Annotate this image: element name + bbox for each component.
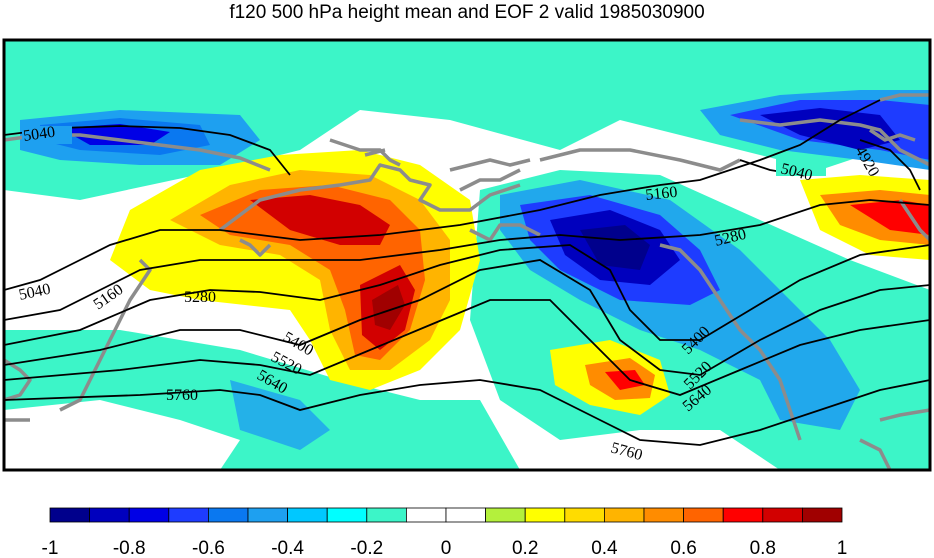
colorbar-tick-label: 0.4 <box>591 538 618 558</box>
contour-label: 5760 <box>166 387 198 404</box>
colorbar-tick-label: 0.6 <box>670 538 696 558</box>
colorbar-ticks: -1 -0.8 -0.6 -0.4 -0.2 0 0.2 0.4 0.6 0.8 1 <box>42 538 848 558</box>
colorbar-tick-label: 1 <box>837 538 848 558</box>
colorbar-swatch <box>49 507 90 523</box>
colorbar-swatch <box>247 507 288 523</box>
colorbar-swatch <box>168 507 209 523</box>
colorbar-tick-label: 0 <box>441 538 452 558</box>
colorbar-tick-label: -0.2 <box>350 538 383 558</box>
colorbar-swatch <box>89 507 130 523</box>
colorbar-swatch <box>366 507 407 523</box>
colorbar-swatch <box>207 507 249 523</box>
contour-label: 5280 <box>184 289 216 306</box>
contour-label: 5040 <box>17 281 52 304</box>
map-title: f120 500 hPa height mean and EOF 2 valid… <box>229 2 705 23</box>
colorbar-tick-label: -1 <box>42 538 59 558</box>
colorbar <box>49 507 843 523</box>
colorbar-swatch <box>128 507 170 523</box>
map-frame <box>2 38 932 472</box>
colorbar-swatch <box>524 507 566 523</box>
colorbar-swatch <box>722 507 764 523</box>
colorbar-swatch <box>643 507 684 523</box>
contour-labels: 5040 5040 5040 4920 5160 5160 5280 5280 … <box>17 124 882 464</box>
colorbar-swatch <box>326 507 368 523</box>
contour-label: 5040 <box>22 124 56 145</box>
colorbar-swatch <box>405 507 447 523</box>
colorbar-swatch <box>485 507 526 523</box>
colorbar-swatch <box>683 507 724 523</box>
colorbar-swatch <box>802 507 843 523</box>
colorbar-tick-label: 0.2 <box>512 538 538 558</box>
colorbar-swatch <box>564 507 605 523</box>
colorbar-tick-label: -0.8 <box>113 538 146 558</box>
colorbar-swatch <box>445 507 486 523</box>
coastline <box>4 93 930 470</box>
colorbar-swatch <box>287 507 328 523</box>
height-contours <box>4 99 930 446</box>
filled-field <box>4 40 930 470</box>
contour-label: 5160 <box>645 184 679 204</box>
colorbar-swatch <box>762 507 803 523</box>
colorbar-swatch <box>604 507 645 523</box>
colorbar-tick-label: -0.6 <box>192 538 225 558</box>
colorbar-tick-label: -0.4 <box>271 538 304 558</box>
colorbar-tick-label: 0.8 <box>750 538 776 558</box>
